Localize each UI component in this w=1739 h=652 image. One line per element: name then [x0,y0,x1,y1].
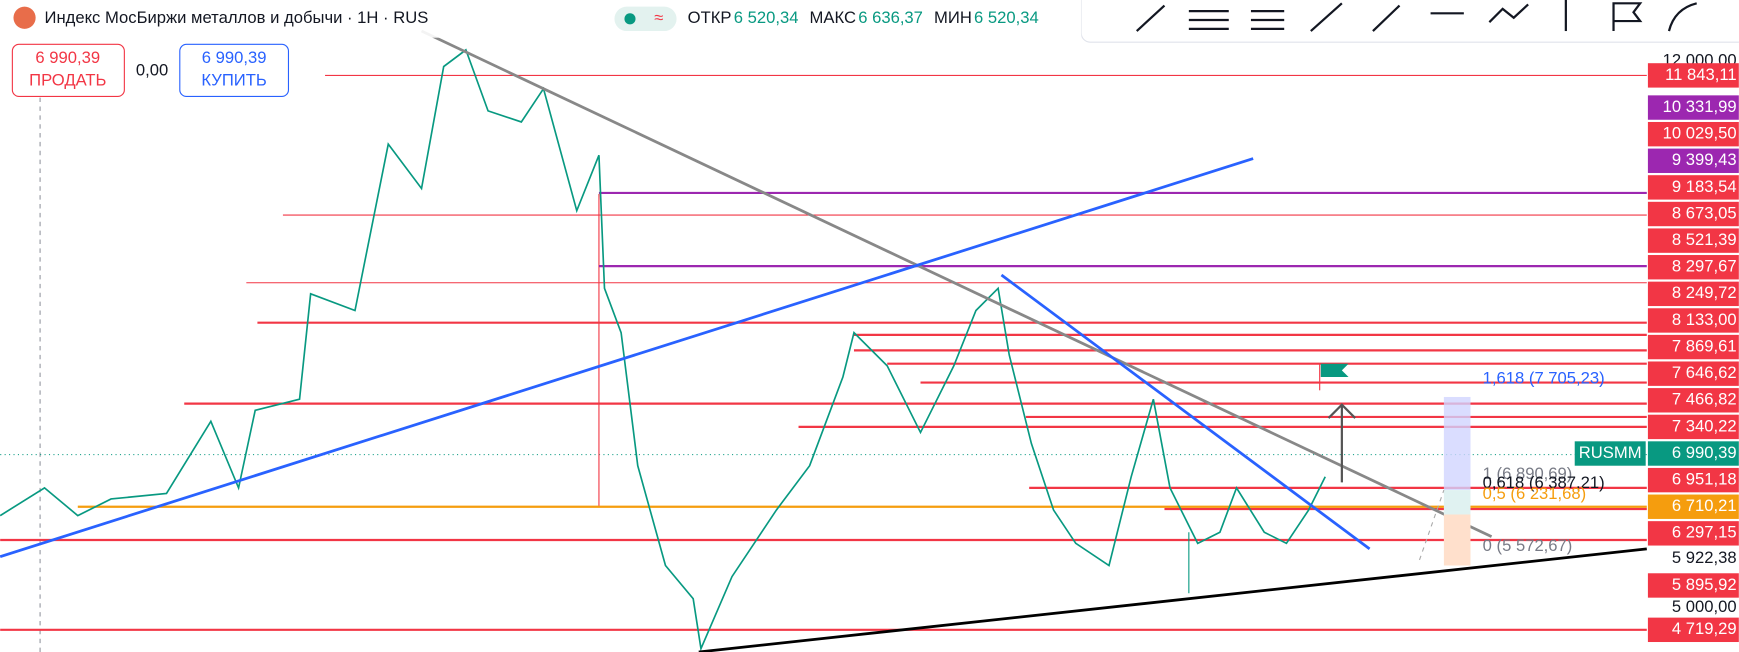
price-label-bg [1647,121,1739,147]
price-label: 8 249,72 [1672,283,1737,302]
stat-value: 6 520,34 [734,8,799,27]
tool-ray[interactable] [1310,2,1343,32]
fib-label: 0,5 (6 231,68) [1483,484,1587,503]
fib-label: 0 (5 572,67) [1483,536,1573,555]
buy-price: 6 990,39 [202,48,267,67]
chart-drawings [0,29,1647,652]
symbol-icon [13,6,36,29]
price-label-bg [1647,308,1739,333]
price-label-bg [1647,228,1739,253]
price-label-bg [1647,175,1739,200]
header: Индекс МосБиржи металлов и добычи · 1H ·… [0,0,1082,38]
buy-label: КУПИТЬ [201,70,266,89]
price-label-bg [1647,63,1739,88]
price-label: 9 183,54 [1672,177,1737,196]
price-label-bg [1647,441,1739,466]
tool-trendline[interactable] [1135,4,1166,32]
price-label: 8 521,39 [1672,230,1737,249]
symbol-title: Индекс МосБиржи металлов и добычи · 1H ·… [45,8,429,27]
price-label-bg [1647,573,1739,598]
stat-label: ОТКР [688,8,732,27]
price-label: 6 951,18 [1672,470,1737,489]
price-label: 7 646,62 [1672,363,1737,382]
toolbar [1080,0,1739,43]
price-label: 8 673,05 [1672,203,1737,222]
price-label-bg [1647,281,1739,307]
symbol-tag: RUSMM [1579,443,1642,462]
trade-buttons: 6 990,39 ПРОДАТЬ 0,00 6 990,39 КУПИТЬ [11,43,290,98]
price-label-bg [1647,148,1739,173]
sell-price: 6 990,39 [35,48,100,67]
stat-value: 6 636,37 [858,8,923,27]
status-badge: ≈ [654,8,663,27]
price-label-bg [1647,494,1739,519]
stat-label: МАКС [810,8,856,27]
price-label-bg [1647,617,1739,643]
tool-fib[interactable] [1250,9,1285,30]
price-label-bg [1647,388,1739,413]
price-label-bg [1647,467,1739,493]
tool-path[interactable] [1488,3,1529,23]
price-label: 8 133,00 [1672,310,1737,329]
spread: 0,00 [136,60,168,79]
price-label: 6 710,21 [1672,496,1737,515]
tool-flag[interactable] [1612,2,1643,32]
price-label: 6 297,15 [1672,523,1737,542]
price-label: 11 843,11 [1665,65,1736,84]
stat-value: 6 520,34 [974,8,1039,27]
tool-brush[interactable] [1667,2,1697,32]
price-label-bg [1647,521,1739,546]
price-label-bg [1647,334,1739,360]
price-label-bg [1647,361,1739,386]
fib-label: 1,618 (7 705,23) [1483,369,1605,388]
price-label: 7 466,82 [1672,390,1737,409]
price-label-bg [1647,201,1739,227]
stat-label: МИН [934,8,972,27]
price-label: 5 895,92 [1672,575,1737,594]
buy-button[interactable] [179,43,290,98]
price-label: 10 331,99 [1663,97,1737,116]
price-label-bg [1647,414,1739,440]
price-label: 4 719,29 [1672,619,1737,638]
price-label: 7 340,22 [1672,416,1737,435]
sell-button[interactable] [11,43,125,98]
price-label-bg [1647,95,1739,120]
price-label: 5 000,00 [1672,597,1737,616]
fib-label: 0,618 (6 387,21) [1483,473,1605,492]
price-label: 6 990,39 [1672,443,1737,462]
tool-segment[interactable] [1372,4,1401,32]
fib-label: 1 (6 890,69) [1483,464,1573,483]
price-label-bg [1647,255,1739,280]
price-label: 5 922,38 [1672,548,1737,567]
sell-label: ПРОДАТЬ [29,70,106,89]
fib-labels: 1,618 (7 705,23) 1 (6 890,69)0,618 (6 387… [1483,369,1605,555]
price-label: 7 869,61 [1672,336,1737,355]
tool-channel[interactable] [1188,9,1229,30]
price-label: 8 297,67 [1672,257,1737,276]
price-label: 10 029,50 [1663,124,1737,143]
symbol-tag-bg [1574,441,1646,466]
price-label: 9 399,43 [1672,150,1737,169]
